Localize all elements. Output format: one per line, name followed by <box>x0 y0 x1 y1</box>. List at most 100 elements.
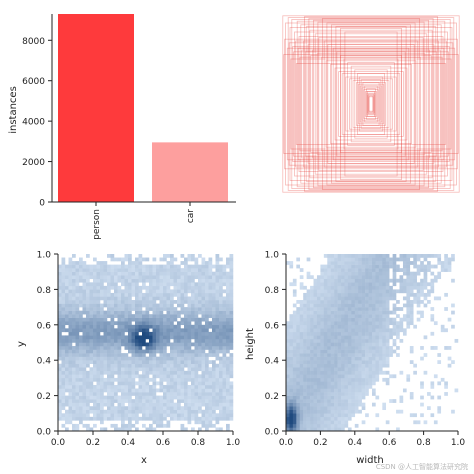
heat-cell <box>177 374 181 379</box>
heat-cell <box>121 275 125 280</box>
heat-cell <box>351 395 356 400</box>
heat-cell <box>114 360 118 364</box>
heat-cell <box>292 409 297 414</box>
heat-cell <box>152 296 157 301</box>
heat-cell <box>142 353 146 357</box>
label-box-outline <box>362 82 380 127</box>
heat-cell <box>447 268 452 272</box>
heat-cell <box>316 406 321 411</box>
heat-cell <box>396 335 400 340</box>
heat-cell <box>177 406 181 411</box>
heat-cell <box>138 300 143 304</box>
heat-cell <box>68 310 73 315</box>
heat-cell <box>163 300 167 304</box>
heat-cell <box>170 314 174 318</box>
heat-cell <box>208 360 213 364</box>
heat-cell <box>191 314 195 318</box>
heat-cell <box>372 278 376 283</box>
heat-cell <box>166 367 171 372</box>
heat-cell <box>82 303 87 308</box>
heat-cell <box>323 356 328 361</box>
heat-cell <box>320 317 325 322</box>
heat-cell <box>177 289 181 294</box>
heat-cell <box>145 399 150 403</box>
heat-cell <box>180 278 185 283</box>
heat-cell <box>152 307 157 311</box>
heat-cell <box>229 416 234 421</box>
heat-cell <box>303 395 307 400</box>
heat-cell <box>444 307 448 311</box>
heat-cell <box>201 420 206 425</box>
heat-cell <box>117 349 122 354</box>
heat-cell <box>313 310 318 315</box>
heat-cell <box>135 268 139 272</box>
heat-cell <box>121 282 125 287</box>
heat-cell <box>100 303 104 308</box>
heat-cell <box>145 377 150 382</box>
heat-cell <box>358 275 362 280</box>
heat-cell <box>142 335 146 340</box>
heat-cell <box>93 271 97 276</box>
heat-cell <box>107 363 111 368</box>
heat-cell <box>286 416 290 421</box>
label-box-outline <box>345 76 397 132</box>
heat-cell <box>344 349 349 354</box>
heat-cell <box>208 384 213 389</box>
heat-cell <box>149 370 153 375</box>
heat-cell <box>152 317 157 322</box>
heat-cell <box>100 264 104 269</box>
heat-cell <box>382 282 387 287</box>
heat-cell <box>58 317 62 322</box>
heat-cell <box>68 356 73 361</box>
heat-cell <box>142 360 146 364</box>
heat-cell <box>337 257 342 262</box>
heat-cell <box>110 275 115 280</box>
heat-cell <box>378 324 383 329</box>
heat-cell <box>72 310 76 315</box>
heat-cell <box>131 349 136 354</box>
heat-cell <box>215 257 220 262</box>
heat-cell <box>142 268 146 272</box>
heat-cell <box>107 331 111 336</box>
heat-cell <box>208 331 213 336</box>
heat-cell <box>396 353 400 357</box>
heat-cell <box>156 395 160 400</box>
heat-cell <box>208 377 213 382</box>
heat-cell <box>334 292 338 297</box>
heat-cell <box>323 409 328 414</box>
heat-cell <box>65 328 69 333</box>
heat-cell <box>194 374 199 379</box>
heat-cell <box>107 271 111 276</box>
heat-cell <box>372 257 376 262</box>
heat-cell <box>82 331 87 336</box>
heat-cell <box>65 303 69 308</box>
heat-cell <box>86 402 90 407</box>
heat-cell <box>96 285 101 290</box>
heat-cell <box>303 303 307 308</box>
heat-cell <box>124 423 129 428</box>
heat-cell <box>306 399 311 403</box>
heat-cell <box>337 356 342 361</box>
heat-cell <box>310 374 314 379</box>
heat-cell <box>219 399 223 403</box>
heat-cell <box>114 292 118 297</box>
heat-cell <box>170 310 174 315</box>
heat-cell <box>58 388 62 393</box>
heat-cell <box>299 300 304 304</box>
label-box-outline <box>290 58 452 150</box>
heat-cell <box>68 346 73 350</box>
heat-cell <box>347 377 352 382</box>
heat-cell <box>430 314 435 318</box>
heat-cell <box>135 342 139 347</box>
heat-cell <box>385 271 390 276</box>
heat-cell <box>110 292 115 297</box>
heat-cell <box>392 349 397 354</box>
heat-cell <box>152 392 157 396</box>
heat-cell <box>128 300 132 304</box>
heat-cell <box>430 289 435 294</box>
heat-cell <box>454 338 459 343</box>
heat-cell <box>306 338 311 343</box>
heat-cell <box>163 275 167 280</box>
heat-cell <box>226 388 230 393</box>
heat-cell <box>159 264 164 269</box>
